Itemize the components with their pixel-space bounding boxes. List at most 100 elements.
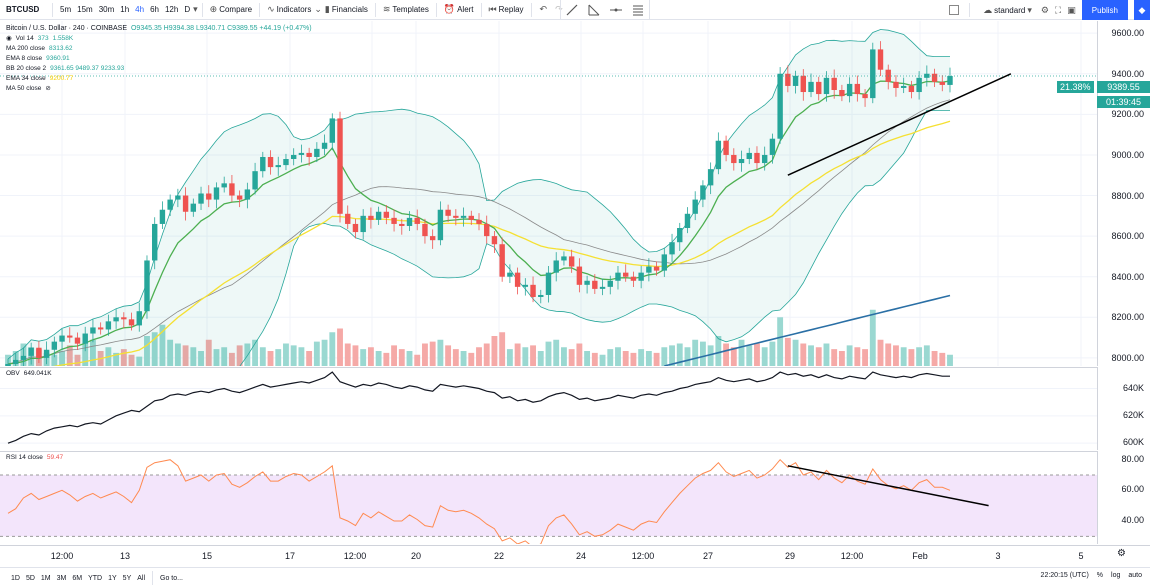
candle-body [870,49,876,99]
volume-bar [267,351,274,366]
obv-chart[interactable] [0,368,1097,450]
candle-body [916,77,922,93]
candle-body [677,228,683,243]
parallel-lines-icon[interactable] [631,3,645,17]
time-axis-label: 15 [201,551,213,561]
timeframe-12h[interactable]: 12h [164,5,179,14]
templates-button[interactable]: ≋ Templates [380,4,432,15]
candle-body [105,321,112,330]
obv-axis[interactable]: 640K 620K 600K [1097,367,1150,450]
replay-button[interactable]: ⏮ Replay [486,4,527,15]
fib-tool-icon[interactable] [587,3,601,17]
timeframe-15m[interactable]: 15m [77,5,93,14]
candle-body [67,335,73,338]
volume-bar [854,347,861,366]
range-3m[interactable]: 3M [56,574,67,582]
candle-body [854,83,861,95]
bb-label: BB 20 close 2 [6,65,47,72]
expand-panel-icon[interactable]: ◆ [1134,0,1150,20]
gear-icon[interactable]: ⚙ [1117,548,1126,559]
symbol-search[interactable]: BTCUSD [6,5,40,14]
candle-body [82,333,88,344]
candle-body [275,165,281,168]
gear-icon[interactable]: ⚙ [1040,4,1049,15]
range-1y[interactable]: 1Y [108,574,117,582]
rsi-panel[interactable]: RSI 14 close 59.47 [0,451,1097,544]
price-axis[interactable]: 9600.00 9400.00 9200.00 9000.00 8800.00 8600.… [1097,21,1150,366]
timeframe-1h[interactable]: 1h [120,5,130,14]
ma50-line [7,99,951,365]
alert-button[interactable]: ⏰ Alert [441,4,477,15]
undo-icon[interactable]: ↶ [539,4,548,14]
price-chart[interactable] [0,21,1097,366]
candle-body [823,77,830,95]
candle-body [862,94,868,99]
volume-bar [923,345,930,366]
timeframe-5m[interactable]: 5m [60,5,72,14]
candle-body [623,272,629,277]
redo-icon[interactable]: ↷ [555,4,563,14]
layout-selector[interactable]: ☁ standard ▾ [980,5,1035,16]
chevron-down-icon[interactable]: ⌄ [314,4,322,14]
rsi-label: RSI 14 close [6,454,43,461]
volume-bar [846,345,853,366]
time-axis-label: 12:00 [50,551,74,561]
range-1d[interactable]: 1D [11,574,20,582]
time-axis-label: 3 [995,551,1001,561]
hidden-eye-icon[interactable]: ⊘ [45,85,51,92]
volume-bar [746,345,753,366]
log-toggle[interactable]: log [1111,572,1121,579]
publish-button[interactable]: Publish [1081,0,1128,20]
range-5d[interactable]: 5D [25,574,35,582]
timeframe-30m[interactable]: 30m [98,5,115,14]
volume-bar [313,341,320,366]
financials-button[interactable]: ▮ Financials [322,4,371,15]
volume-bar [414,354,421,366]
range-all[interactable]: All [137,574,146,582]
fullscreen-icon[interactable]: ⛶ [1054,4,1062,15]
range-1m[interactable]: 1M [40,574,51,582]
candle-body [337,118,343,214]
candle-body [646,266,652,273]
candle-body [939,81,945,85]
range-6m[interactable]: 6M [72,574,83,582]
volume-bar [530,345,536,366]
divider [52,2,53,17]
range-5y[interactable]: 5Y [122,574,132,582]
horizontal-line-icon[interactable] [609,3,623,17]
timeframe-4h[interactable]: 4h [135,5,145,14]
candle-body [182,195,189,212]
candle-body [615,272,621,281]
candle-body [785,73,791,86]
vol-eye-icon[interactable]: ◉ [6,35,12,42]
compare-button[interactable]: ⊕ Compare [207,4,255,15]
camera-icon[interactable]: ▣ [1067,4,1076,15]
volume-bar [51,354,58,366]
rsi-line [7,458,951,544]
alarm-clock-icon: ⏰ [443,4,456,14]
indicators-button[interactable]: ∿ Indicators [264,4,314,15]
time-axis-label: 13 [119,551,131,561]
obv-panel[interactable]: OBV 649.041K [0,367,1097,450]
goto-button[interactable]: Go to... [160,574,183,582]
trend-line-icon[interactable] [565,3,579,17]
auto-toggle[interactable]: auto [1128,572,1142,579]
time-axis[interactable]: 12:00 13 15 17 12:00 20 22 24 12:00 27 29 12:00 Feb 3… [0,545,1150,567]
volume-bar [391,345,397,366]
candle-body [306,152,312,157]
range-ytd[interactable]: YTD [88,574,103,582]
timeframe-d[interactable]: D [184,5,191,14]
candle-body [136,311,142,326]
time-axis-label: 22 [493,551,505,561]
rsi-chart[interactable] [0,452,1097,544]
price-chart-panel[interactable]: Bitcoin / U.S. Dollar · 240 · COINBASE O… [0,21,1097,366]
rsi-axis[interactable]: 80.00 60.00 40.00 [1097,451,1150,544]
obv-axis-label: 620K [1122,409,1144,420]
candle-body [43,349,50,358]
layout-checkbox[interactable] [949,5,960,15]
percent-toggle[interactable]: % [1096,572,1104,579]
volume-bar [205,339,212,366]
chevron-down-icon[interactable]: ▾ [193,4,198,14]
volume-bar [352,345,359,366]
timeframe-6h[interactable]: 6h [150,5,159,14]
